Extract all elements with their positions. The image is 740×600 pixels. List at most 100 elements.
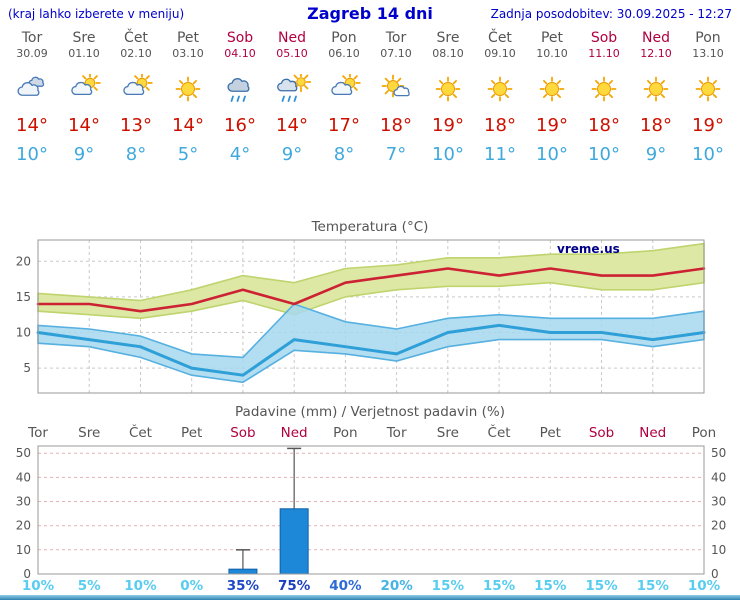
low-temp: 9°: [73, 144, 95, 165]
day-name: Sre: [436, 30, 460, 46]
day-label: Pon: [333, 425, 358, 441]
day-date: 09.10: [484, 47, 516, 60]
svg-text:10: 10: [16, 326, 31, 340]
day-name: Čet: [124, 30, 148, 46]
probability-label: 15%: [585, 578, 618, 594]
svg-text:30: 30: [711, 495, 726, 509]
partly-cloudy-icon: [110, 72, 162, 106]
sunny-icon: [682, 72, 734, 106]
probability-label: 75%: [277, 578, 311, 594]
precipitation-chart: 0 0 10 10 20 20 30 30 40 40 50 50: [16, 445, 726, 581]
day-name: Tor: [21, 30, 43, 46]
probability-label: 10%: [687, 578, 721, 594]
day-name: Pet: [540, 30, 564, 46]
partly-cloudy-icon: [58, 72, 110, 106]
svg-text:5: 5: [23, 361, 31, 375]
sunny-icon: [162, 72, 214, 106]
day-name: Sob: [226, 30, 254, 46]
forecast-day[interactable]: Čet 09.10 18° 11°: [474, 30, 526, 165]
forecast-day[interactable]: Tor 07.10 18° 7°: [370, 30, 422, 165]
precipitation-chart-title: Padavine (mm) / Verjetnost padavin (%): [235, 404, 505, 420]
forecast-day[interactable]: Sre 01.10 14° 9°: [58, 30, 110, 165]
high-temp: 19°: [432, 115, 464, 136]
forecast-day[interactable]: Sob 11.10 18° 10°: [578, 30, 630, 165]
precip-day-labels: Tor Sre Čet Pet Sob Ned Pon Tor Sre Čet Pet Sob Ned P…: [0, 425, 740, 443]
day-date: 11.10: [588, 47, 620, 60]
probability-label: 10%: [21, 578, 55, 594]
day-name: Čet: [488, 30, 512, 46]
high-temp: 19°: [536, 115, 568, 136]
svg-text:0: 0: [711, 567, 719, 581]
high-temp: 17°: [328, 115, 360, 136]
sunny-icon: [526, 72, 578, 106]
day-date: 13.10: [692, 47, 724, 60]
svg-text:50: 50: [16, 446, 31, 460]
svg-text:20: 20: [16, 519, 31, 533]
forecast-day[interactable]: Sre 08.10 19° 10°: [422, 30, 474, 165]
day-date: 08.10: [432, 47, 464, 60]
day-name: Ned: [642, 30, 670, 46]
svg-text:20: 20: [711, 519, 726, 533]
precip-bar: [279, 508, 309, 575]
forecast-day[interactable]: Čet 02.10 13° 8°: [110, 30, 162, 165]
low-temp: 10°: [432, 144, 464, 165]
low-temp: 5°: [177, 144, 199, 165]
probability-label: 40%: [329, 578, 362, 594]
low-temp: 8°: [125, 144, 147, 165]
sunny-icon: [474, 72, 526, 106]
last-updated: Zadnja posodobitev: 30.09.2025 - 12:27: [490, 7, 732, 21]
svg-text:10: 10: [16, 543, 31, 557]
high-temp: 18°: [640, 115, 672, 136]
day-label: Tor: [386, 425, 407, 441]
forecast-day[interactable]: Pet 03.10 14° 5°: [162, 30, 214, 165]
low-temp: 10°: [588, 144, 620, 165]
forecast-day[interactable]: Tor 30.09 14° 10°: [6, 30, 58, 165]
high-temp: 19°: [692, 115, 724, 136]
svg-text:0: 0: [23, 567, 31, 581]
cloudy-icon: [6, 72, 58, 106]
day-name: Tor: [385, 30, 407, 46]
header-bar: (kraj lahko izberete v meniju) Zagreb 14…: [0, 0, 740, 26]
day-date: 03.10: [172, 47, 204, 60]
day-label: Pet: [181, 425, 203, 441]
low-temp: 7°: [385, 144, 407, 165]
low-temp: 10°: [16, 144, 48, 165]
forecast-day[interactable]: Pet 10.10 19° 10°: [526, 30, 578, 165]
day-label: Sre: [436, 425, 459, 441]
precip-bar: [228, 568, 258, 575]
svg-text:40: 40: [711, 470, 726, 484]
svg-text:30: 30: [16, 495, 31, 509]
day-date: 30.09: [16, 47, 48, 60]
probability-label: 5%: [77, 578, 101, 594]
day-label: Ned: [280, 425, 308, 441]
low-temp: 8°: [333, 144, 355, 165]
svg-text:40: 40: [16, 470, 31, 484]
forecast-day[interactable]: Pon 13.10 19° 10°: [682, 30, 734, 165]
low-temp: 10°: [692, 144, 724, 165]
svg-text:15: 15: [16, 290, 31, 304]
day-name: Sre: [72, 30, 96, 46]
high-temp: 14°: [16, 115, 48, 136]
high-temp: 14°: [68, 115, 100, 136]
day-label: Pon: [691, 425, 717, 441]
forecast-day[interactable]: Sob 04.10 16° 4°: [214, 30, 266, 165]
forecast-day[interactable]: Ned 05.10 14° 9°: [266, 30, 318, 165]
probability-label: 20%: [380, 578, 413, 594]
sunny-icon: [630, 72, 682, 106]
high-temp: 18°: [484, 115, 516, 136]
day-date: 06.10: [328, 47, 360, 60]
partly-cloudy-icon: [318, 72, 370, 106]
svg-text:50: 50: [711, 446, 726, 460]
high-temp: 18°: [380, 115, 412, 136]
day-date: 02.10: [120, 47, 152, 60]
sunny-icon: [578, 72, 630, 106]
day-label: Čet: [128, 425, 152, 441]
min-temperature-line: [36, 323, 706, 377]
day-label: Sob: [588, 425, 615, 441]
high-temp: 16°: [224, 115, 256, 136]
sunny-icon: [422, 72, 474, 106]
high-temp: 14°: [276, 115, 308, 136]
forecast-day[interactable]: Pon 06.10 17° 8°: [318, 30, 370, 165]
day-name: Pet: [176, 30, 200, 46]
forecast-day[interactable]: Ned 12.10 18° 9°: [630, 30, 682, 165]
